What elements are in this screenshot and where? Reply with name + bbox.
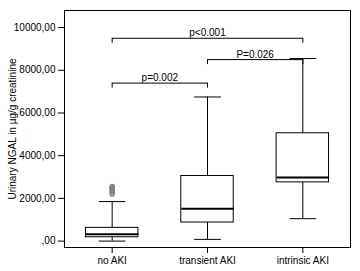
svg-text:Urinary NGAL in µg/g creatinin: Urinary NGAL in µg/g creatinine [7,58,18,199]
svg-text:6000,00: 6000,00 [19,107,56,118]
svg-text:transient AKI: transient AKI [179,255,236,266]
svg-text:10000,00: 10000,00 [14,22,56,33]
svg-text:p=0.002: p=0.002 [142,72,179,83]
svg-text:2000,00: 2000,00 [19,193,56,204]
svg-text:intrinsic AKI: intrinsic AKI [277,255,329,266]
svg-text:4000,00: 4000,00 [19,150,56,161]
svg-text:p<0.001: p<0.001 [189,27,226,38]
svg-text:,00: ,00 [42,235,56,246]
svg-text:P=0.026: P=0.026 [236,49,274,60]
svg-text:8000,00: 8000,00 [19,64,56,75]
svg-text:no AKI: no AKI [97,255,126,266]
